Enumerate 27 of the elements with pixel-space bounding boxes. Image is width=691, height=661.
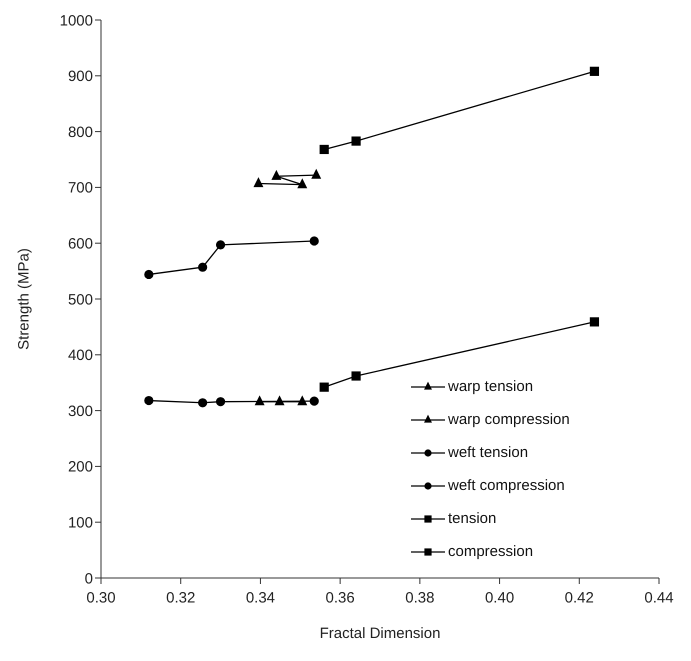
y-tick-label: 500 — [68, 291, 93, 308]
x-tick-label: 0.32 — [166, 590, 196, 607]
legend-label: tension — [448, 510, 496, 527]
x-tick-label: 0.30 — [86, 590, 116, 607]
x-tick-label: 0.34 — [246, 590, 276, 607]
y-tick-label: 600 — [68, 236, 93, 253]
legend-label: warp tension — [448, 378, 534, 395]
x-tick-label: 0.44 — [644, 590, 674, 607]
x-tick-label: 0.36 — [326, 590, 355, 607]
x-tick-label: 0.40 — [484, 590, 514, 607]
y-tick-label: 700 — [68, 180, 93, 197]
y-axis-title: Strength (MPa) — [15, 248, 32, 350]
y-tick-label: 200 — [68, 458, 93, 476]
y-tick-label: 900 — [68, 68, 93, 86]
x-axis-title: Fractal Dimension — [320, 625, 440, 642]
y-tick-label: 0 — [84, 570, 93, 588]
y-tick-label: 100 — [68, 514, 93, 532]
y-tick-label: 400 — [68, 347, 93, 364]
y-tick-label: 300 — [68, 402, 93, 420]
x-tick-label: 0.38 — [405, 590, 434, 607]
y-tick-label: 800 — [68, 124, 93, 141]
legend-label: weft tension — [448, 444, 528, 461]
legend-label: warp compression — [448, 411, 570, 428]
legend-label: weft compression — [448, 477, 565, 494]
legend-label: compression — [448, 543, 534, 560]
y-tick-label: 1000 — [60, 12, 93, 30]
x-tick-label: 0.42 — [564, 590, 594, 607]
